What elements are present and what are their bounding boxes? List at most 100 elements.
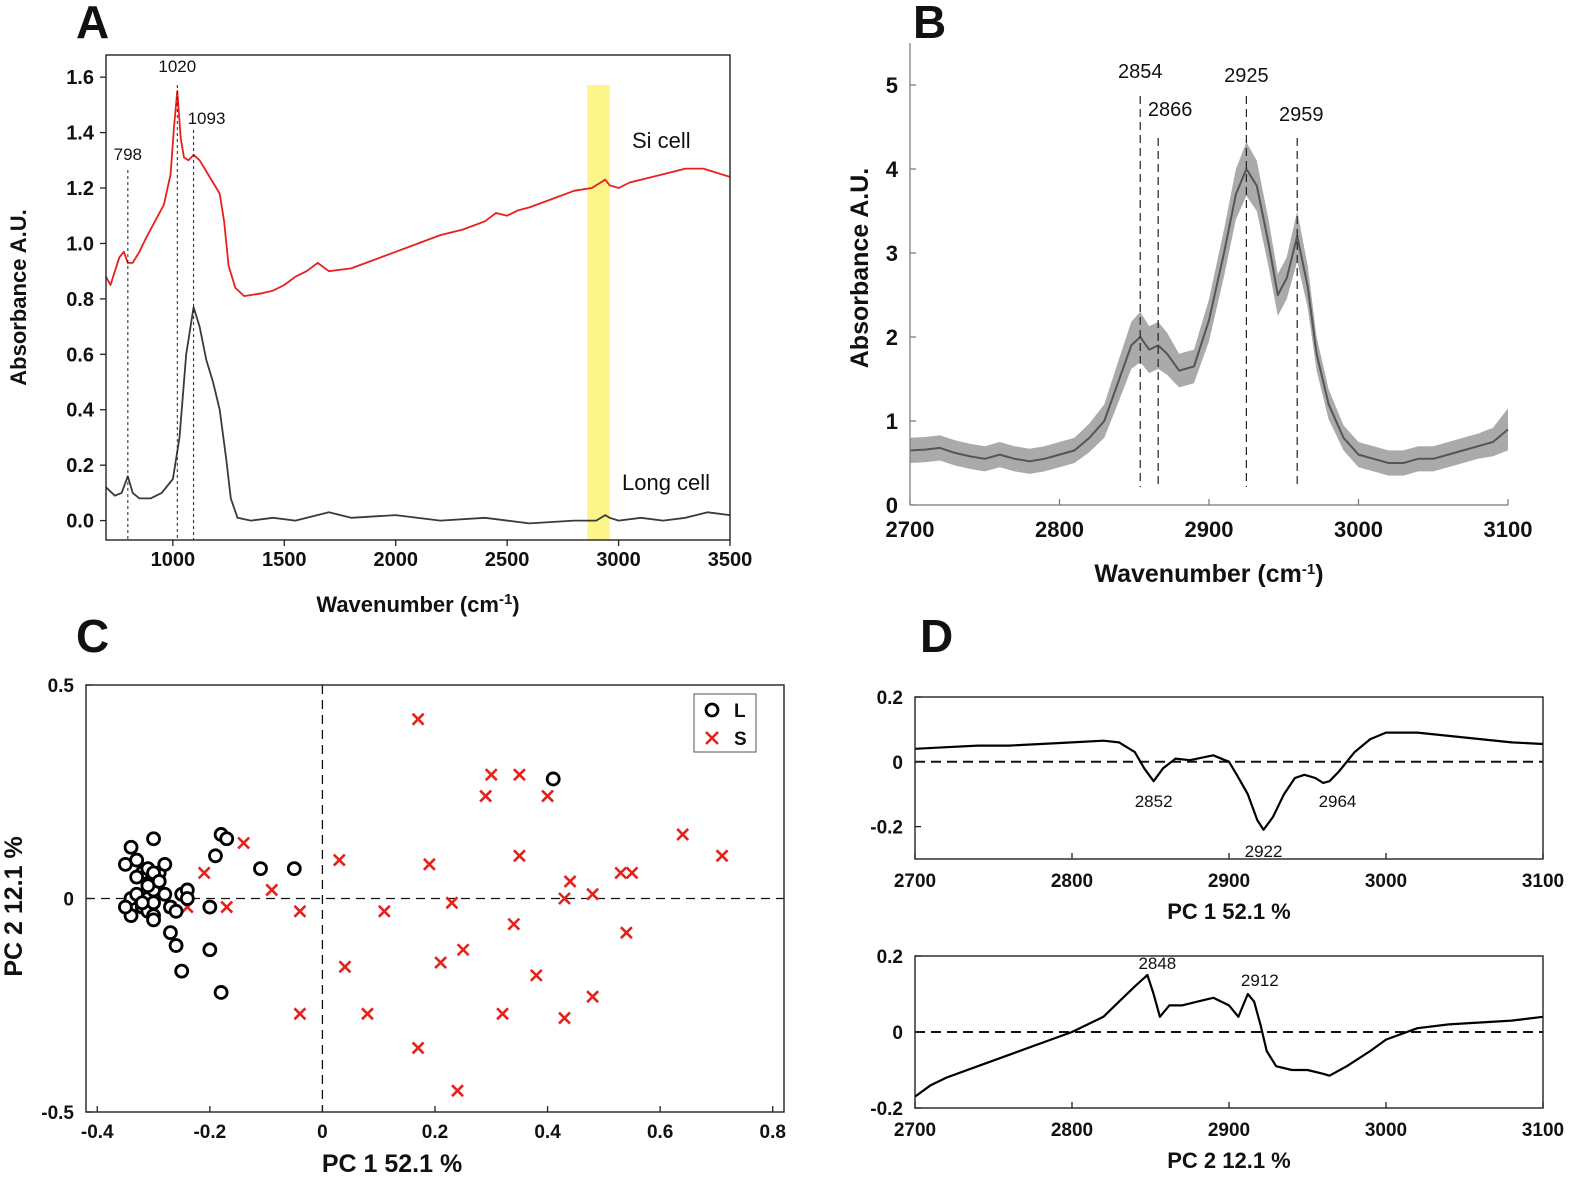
b-x-axis-title: Wavenumber (cm-1) <box>1094 560 1323 588</box>
s-point <box>451 1084 464 1098</box>
l-point <box>202 899 218 915</box>
a-y-axis-title: Absorbance A.U. <box>6 209 31 385</box>
c-y-tick-label: 0 <box>63 890 74 911</box>
l-point <box>146 912 161 928</box>
b-x-tick-label: 2900 <box>1185 517 1234 542</box>
a-y-tick-label: 0.6 <box>66 344 94 366</box>
s-point <box>507 917 521 931</box>
b-y-axis-title: Absorbance A.U. <box>846 168 874 369</box>
s-point <box>220 900 234 914</box>
d-bottom-x-tick-label: 2800 <box>1051 1120 1093 1141</box>
panel-letter-b: B <box>913 0 946 48</box>
a-y-tick-label: 0.4 <box>66 400 95 422</box>
l-point <box>213 985 229 1000</box>
b-std-band <box>910 142 1508 476</box>
b-peak-label: 2925 <box>1224 65 1269 87</box>
l-point <box>253 861 268 877</box>
d-bottom-y-tick-label: 0.2 <box>877 947 903 968</box>
a-peak-label: 1093 <box>188 109 226 128</box>
l-point <box>545 771 561 787</box>
s-point <box>558 1011 571 1025</box>
l-point <box>123 839 139 855</box>
panel-b-chart: 2854 2866 2925 2959 2700 2800 2900 3000 3100 0 1 2 3… <box>846 43 1532 588</box>
l-point <box>179 891 195 906</box>
panel-a-chart: 798 1020 1093 1000 1500 2000 2500 3000 3500 0.0 0.… <box>6 54 752 618</box>
s-point <box>563 875 577 888</box>
a-y-tick-label: 1.6 <box>66 67 94 89</box>
l-point <box>174 963 190 979</box>
s-point <box>625 866 639 880</box>
b-x-tick-label: 3000 <box>1334 517 1383 542</box>
b-y-tick-label: 2 <box>886 325 898 350</box>
l-point <box>118 899 133 915</box>
a-series-label-si-cell: Si cell <box>632 128 691 153</box>
s-point <box>715 849 729 863</box>
d-top-peak-label: 2964 <box>1319 792 1357 811</box>
a-y-tick-label: 1.0 <box>66 233 94 255</box>
d-top-y-tick-label: -0.2 <box>870 818 903 839</box>
l-point <box>157 886 173 902</box>
b-x-axis-title-close: ) <box>1315 560 1323 588</box>
s-point <box>434 956 448 969</box>
l-point <box>202 942 218 958</box>
b-y-tick-label: 5 <box>886 73 898 98</box>
l-point <box>146 831 161 847</box>
d-bottom-peak-label: 2848 <box>1138 954 1176 973</box>
l-point <box>134 895 150 911</box>
s-point <box>411 1041 425 1055</box>
c-y-tick-label: -0.5 <box>41 1103 74 1124</box>
a-x-axis-title-close: ) <box>512 592 519 617</box>
panel-d-top-chart: 2852 2922 2964 2700 2800 2900 3000 3100 -0.2 0 0.2… <box>870 688 1564 924</box>
a-x-axis-title: Wavenumber (cm-1) <box>316 591 519 618</box>
s-point <box>529 968 543 982</box>
s-point <box>513 768 526 782</box>
l-point <box>168 938 184 953</box>
a-x-tick-label: 3000 <box>596 549 641 571</box>
d-bottom-x-tick-label: 2900 <box>1208 1120 1250 1141</box>
a-x-tick-label: 2500 <box>485 549 530 571</box>
s-point <box>614 866 628 880</box>
s-point <box>265 883 279 897</box>
s-point <box>586 990 600 1004</box>
d-bottom-peak-label: 2912 <box>1241 971 1279 990</box>
b-y-tick-label: 1 <box>886 409 898 434</box>
a-plot-frame <box>105 54 731 541</box>
s-point <box>237 836 251 850</box>
l-point <box>286 861 302 877</box>
b-y-tick-label: 4 <box>886 157 899 182</box>
s-point <box>422 857 436 871</box>
c-x-tick-label: -0.2 <box>193 1122 226 1143</box>
b-peak-label: 2959 <box>1279 104 1324 126</box>
s-point <box>293 904 307 918</box>
panel-letter-c: C <box>76 610 109 662</box>
d-bottom-x-tick-label: 3000 <box>1365 1120 1407 1141</box>
b-y-tick-label: 0 <box>886 493 898 518</box>
c-y-axis-title: PC 2 12.1 % <box>0 836 28 976</box>
panel-letter-a: A <box>76 0 109 48</box>
d-top-peak-label: 2922 <box>1245 842 1283 861</box>
c-legend-box <box>693 693 757 753</box>
s-point <box>484 768 498 782</box>
b-x-tick-label: 2800 <box>1035 517 1084 542</box>
a-y-tick-label: 1.4 <box>66 123 95 145</box>
s-point <box>293 1007 307 1021</box>
l-point <box>157 856 173 872</box>
a-x-tick-label: 1000 <box>151 549 196 571</box>
panel-c-chart: -0.4 -0.2 0 0.2 0.4 0.6 0.8 -0.5 0 0.5 PC 1 52.1 %… <box>0 676 786 1178</box>
a-y-tick-label: 0.8 <box>66 289 94 311</box>
s-point <box>456 943 470 957</box>
s-point <box>361 1007 374 1021</box>
c-x-tick-label: 0.4 <box>534 1122 561 1143</box>
a-peak-label: 798 <box>114 145 142 164</box>
c-x-axis-title: PC 1 52.1 % <box>322 1150 462 1178</box>
d-top-y-tick-label: 0 <box>892 753 903 774</box>
d-top-x-axis-title: PC 1 52.1 % <box>1167 899 1291 924</box>
a-y-tick-label: 1.2 <box>66 178 94 200</box>
c-x-tick-label: 0.2 <box>422 1122 448 1143</box>
a-y-tick-label: 0.0 <box>66 511 94 533</box>
b-mean-spectrum-line <box>909 168 1509 464</box>
d-top-peak-label: 2852 <box>1135 792 1173 811</box>
d-bottom-loading-line <box>914 973 1544 1098</box>
s-point <box>445 896 459 910</box>
